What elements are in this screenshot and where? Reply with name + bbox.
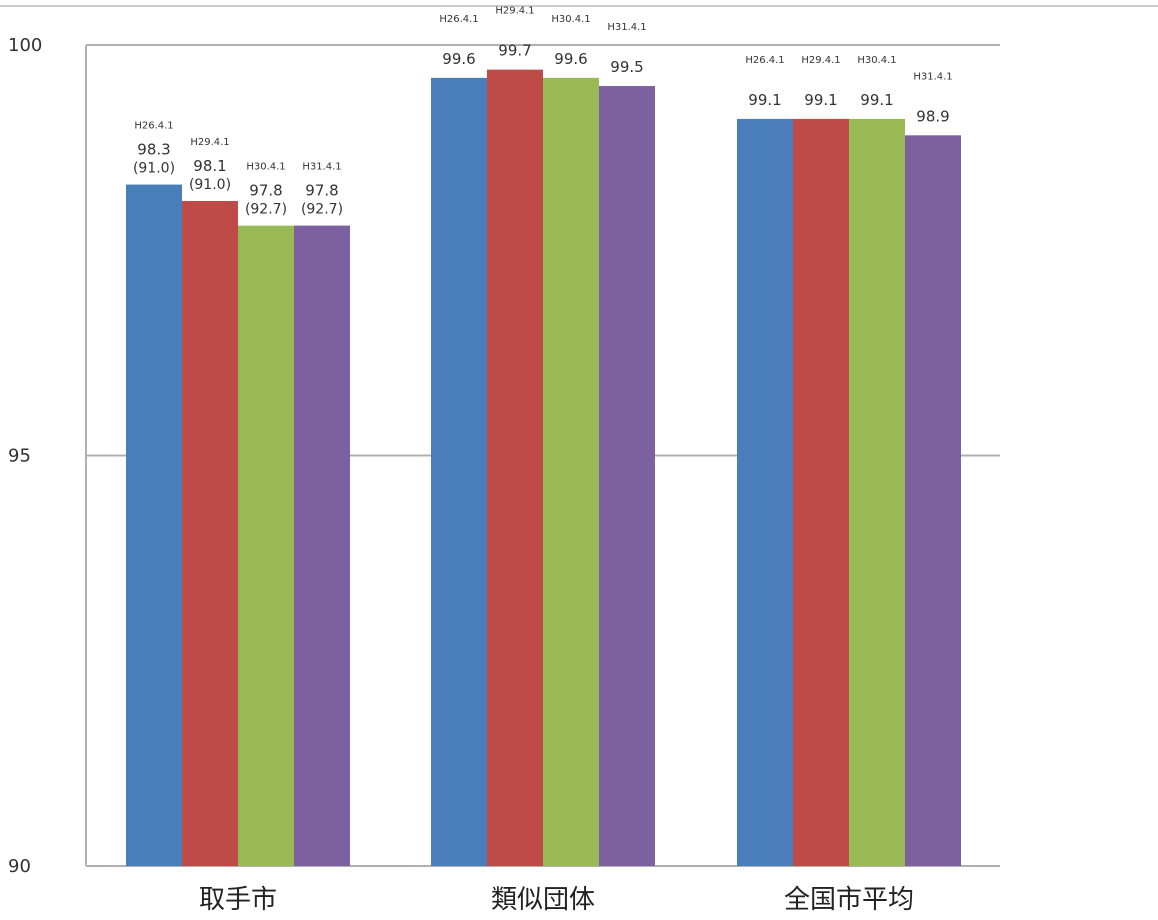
bar xyxy=(905,135,961,866)
value-label: 98.3 xyxy=(137,141,170,159)
bar xyxy=(238,225,294,866)
period-label: H31.4.1 xyxy=(913,71,952,82)
value-paren-label: (91.0) xyxy=(189,177,231,193)
bar xyxy=(431,77,487,867)
y-tick-label: 100 xyxy=(8,35,42,56)
value-paren-label: (92.7) xyxy=(301,202,343,218)
bars xyxy=(126,69,961,867)
bar xyxy=(737,118,793,866)
period-label: H29.4.1 xyxy=(801,55,840,66)
value-label: 99.1 xyxy=(860,91,893,109)
bar xyxy=(793,118,849,866)
value-label: 99.6 xyxy=(442,50,475,68)
data-labels: H26.4.1 98.3 (91.0) H29.4.1 98.1 (91.0) H30.4.… xyxy=(133,6,953,218)
bar xyxy=(543,77,599,867)
value-label: 99.5 xyxy=(610,58,643,76)
period-label: H26.4.1 xyxy=(134,121,173,132)
value-label: 97.8 xyxy=(249,182,282,200)
period-label: H26.4.1 xyxy=(745,55,784,66)
period-label: H29.4.1 xyxy=(495,6,534,17)
period-label: H26.4.1 xyxy=(439,14,478,25)
y-tick-label: 90 xyxy=(8,856,31,877)
bar xyxy=(126,184,182,866)
category-label: 類似団体 xyxy=(491,885,595,915)
period-label: H30.4.1 xyxy=(857,55,896,66)
value-label: 99.7 xyxy=(498,42,531,60)
category-label: 取手市 xyxy=(199,885,277,915)
period-label: H30.4.1 xyxy=(246,162,285,173)
y-tick-labels: 90 95 100 xyxy=(8,35,42,877)
value-label: 98.9 xyxy=(916,107,949,125)
value-label: 99.1 xyxy=(748,91,781,109)
period-label: H29.4.1 xyxy=(190,137,229,148)
value-label: 99.6 xyxy=(554,50,587,68)
value-paren-label: (92.7) xyxy=(245,202,287,218)
bar xyxy=(599,86,655,867)
value-label: 99.1 xyxy=(804,91,837,109)
value-paren-label: (91.0) xyxy=(133,161,175,177)
y-tick-label: 95 xyxy=(8,446,31,467)
period-label: H30.4.1 xyxy=(551,14,590,25)
value-label: 98.1 xyxy=(193,157,226,175)
category-labels: 取手市 類似団体 全国市平均 xyxy=(199,885,914,915)
bar xyxy=(294,225,350,866)
category-label: 全国市平均 xyxy=(784,885,914,915)
value-label: 97.8 xyxy=(305,182,338,200)
period-label: H31.4.1 xyxy=(607,22,646,33)
bar xyxy=(487,69,543,866)
bar xyxy=(849,118,905,866)
period-label: H31.4.1 xyxy=(302,162,341,173)
bar xyxy=(182,200,238,867)
